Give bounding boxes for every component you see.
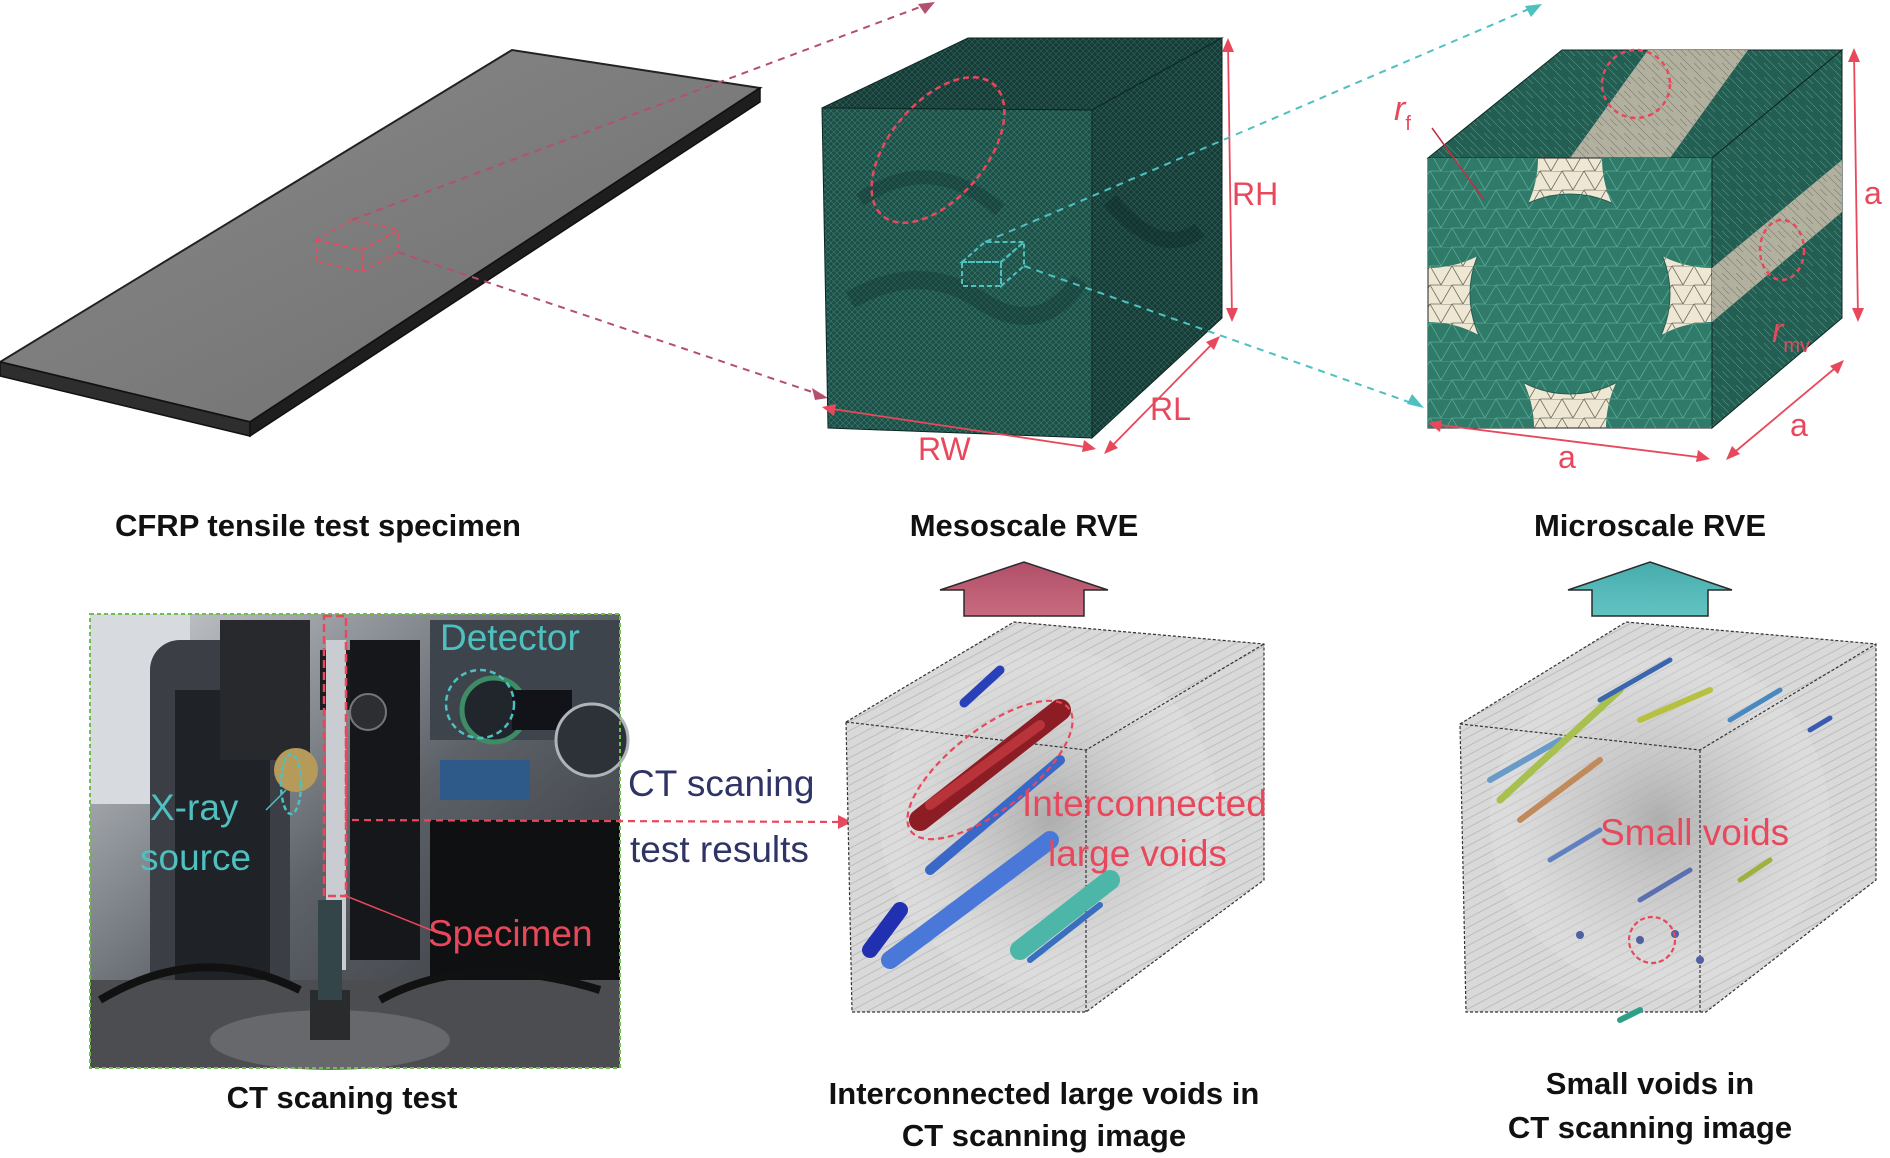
specimen-leader bbox=[345, 895, 437, 933]
xray-leader bbox=[265, 789, 287, 811]
small-voids-caption-line2: CT scanning image bbox=[1508, 1110, 1792, 1145]
ct-large-void-streaks bbox=[862, 665, 1120, 969]
micro-dimension-lines bbox=[1431, 51, 1859, 459]
ct-flow-label-line2: test results bbox=[630, 829, 809, 870]
meso-projection-arrowhead-bottom bbox=[812, 388, 828, 400]
void-radius-subscript: mv bbox=[1783, 335, 1810, 357]
small-voids-label: Small voids bbox=[1600, 812, 1789, 853]
micro-dimension-arrowheads bbox=[1428, 48, 1864, 462]
micro-height-label: a bbox=[1864, 175, 1882, 211]
meso-sample-box bbox=[959, 239, 1027, 289]
void-radius-label: rmv bbox=[1772, 312, 1810, 357]
detector-label: Detector bbox=[440, 617, 580, 658]
large-voids-label-line2: large voids bbox=[1048, 833, 1227, 874]
ct-small-void-highlight bbox=[1627, 915, 1677, 965]
meso-caption: Mesoscale RVE bbox=[910, 508, 1139, 543]
meso-dimension-arrowheads bbox=[822, 38, 1238, 454]
xray-label-line2: source bbox=[140, 837, 251, 878]
meso-length-label: RL bbox=[1150, 391, 1191, 427]
micro-up-arrow bbox=[1567, 561, 1733, 617]
specimen-caption: CFRP tensile test specimen bbox=[115, 508, 521, 543]
fiber-radius-subscript: f bbox=[1405, 113, 1411, 135]
meso-height-label: RH bbox=[1232, 176, 1278, 212]
meso-rve-cube bbox=[821, 37, 1224, 440]
meso-projection-arrowhead-top bbox=[918, 2, 935, 14]
specimen-plate bbox=[0, 48, 763, 438]
fiber-radius-leader bbox=[1431, 127, 1485, 201]
ct-large-void-highlight bbox=[906, 699, 1074, 841]
ct-photo-frame bbox=[89, 613, 621, 1069]
meso-dimension-lines bbox=[825, 41, 1233, 451]
ct-flow-label-line1: CT scaning bbox=[628, 763, 814, 804]
meso-width-label: RW bbox=[918, 431, 972, 467]
micro-top-void-highlight bbox=[1600, 48, 1672, 120]
large-voids-label-line1: Interconnected bbox=[1022, 783, 1267, 824]
micro-projection-arrowhead-bottom bbox=[1407, 394, 1424, 408]
large-voids-caption-line1: Interconnected large voids in bbox=[829, 1076, 1260, 1111]
ct-flow-line bbox=[344, 730, 847, 824]
meso-void-highlight bbox=[870, 76, 1006, 224]
ct-test-caption: CT scaning test bbox=[227, 1080, 458, 1115]
meso-projection-lines bbox=[351, 3, 929, 397]
micro-caption: Microscale RVE bbox=[1534, 508, 1766, 543]
micro-width-label: a bbox=[1558, 439, 1576, 475]
specimen-label: Specimen bbox=[428, 913, 593, 954]
ct-small-void-streaks bbox=[1487, 657, 1833, 1023]
micro-projection-lines bbox=[984, 5, 1537, 407]
large-voids-caption-line2: CT scanning image bbox=[902, 1118, 1186, 1153]
micro-length-label: a bbox=[1790, 407, 1808, 443]
micro-rve-cube bbox=[1426, 48, 1844, 430]
small-voids-caption-line1: Small voids in bbox=[1546, 1066, 1754, 1101]
fiber-radius-label: rf bbox=[1394, 90, 1411, 135]
ct-flow-arrowhead bbox=[838, 815, 852, 829]
detector-marker bbox=[444, 668, 516, 740]
micro-projection-arrowhead-top bbox=[1525, 4, 1542, 17]
xray-label-line1: X-ray bbox=[150, 787, 239, 828]
ct-scanner-photo bbox=[90, 614, 630, 1070]
meso-up-arrow bbox=[939, 561, 1109, 617]
micro-side-void-highlight bbox=[1758, 218, 1806, 282]
xray-source-marker bbox=[279, 752, 303, 816]
